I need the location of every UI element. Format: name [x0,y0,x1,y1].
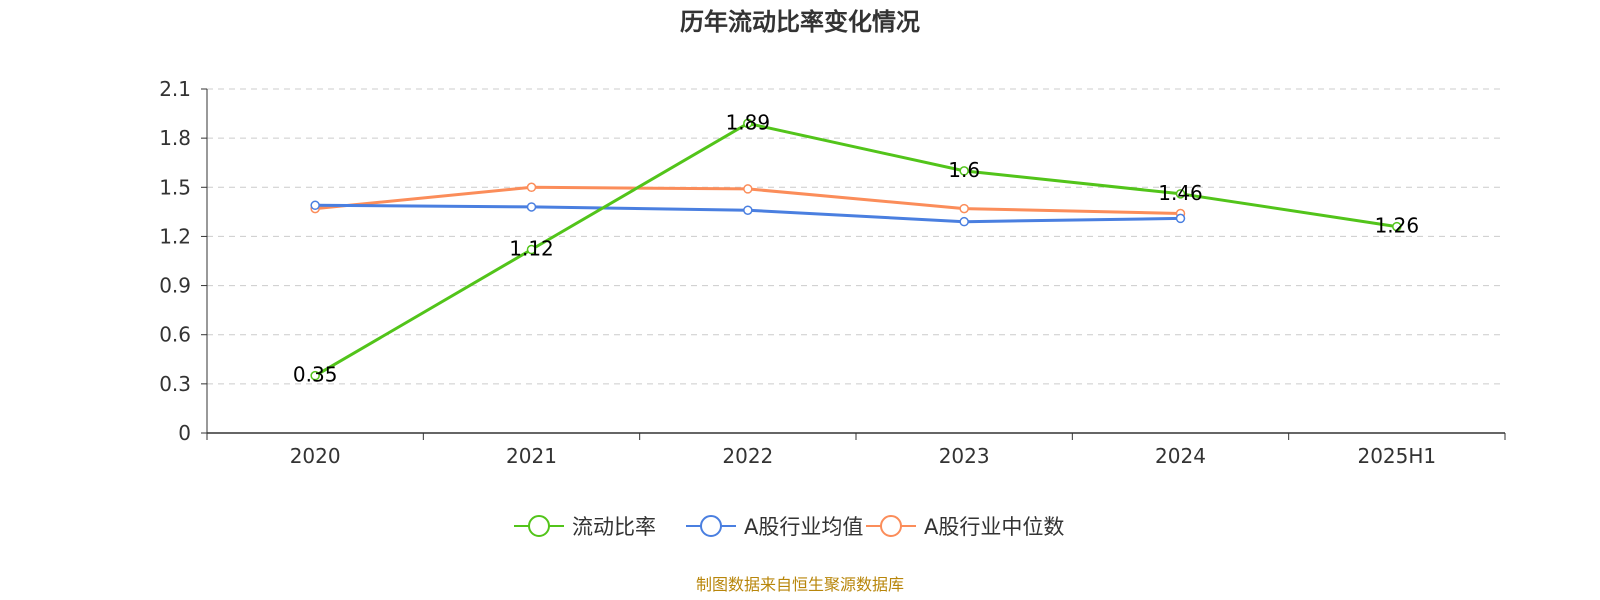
legend-label: 流动比率 [572,515,656,539]
grid-layer [207,88,1505,385]
x-tick-label: 2022 [722,444,773,468]
x-tick-label: 2021 [506,444,557,468]
data-point-series-1[interactable] [310,200,320,211]
legend-item-1[interactable]: A股行业均值 [686,515,863,539]
legend-item-0[interactable]: 流动比率 [514,515,656,539]
legend-item-2[interactable]: A股行业中位数 [866,515,1064,539]
data-point-series-1[interactable] [743,205,753,215]
data-label: 1.12 [509,237,554,261]
y-tick-label: 0.6 [159,323,191,347]
chart-title: 历年流动比率变化情况 [680,8,920,36]
data-point-series-0[interactable] [1175,189,1186,199]
y-tick-label: 0 [178,421,191,445]
legend-label: A股行业中位数 [924,515,1064,539]
legend-label: A股行业均值 [744,515,863,539]
data-point-series-0[interactable] [310,370,320,381]
data-label: 1.26 [1375,214,1420,238]
x-tick-label: 2020 [290,444,341,468]
data-label: 1.46 [1158,181,1203,205]
data-point-series-0[interactable] [743,118,753,129]
data-point-series-0[interactable] [526,244,537,255]
data-point-series-2[interactable] [743,184,753,194]
legend-marker-icon [528,515,550,537]
legend[interactable]: 流动比率 A股行业均值 A股行业中位数 [514,515,1064,539]
y-tick-label: 1.5 [159,175,191,199]
data-point-series-1[interactable] [959,216,969,227]
y-tick-label: 0.3 [159,372,191,396]
y-tick-label: 1.8 [159,126,191,150]
data-point-series-1[interactable] [526,202,537,212]
legend-marker-icon [700,515,722,537]
data-point-series-0[interactable] [1392,221,1402,232]
data-point-series-2[interactable] [526,182,537,193]
axis-layer: 0 0.3 0.6 0.9 1.2 1.5 1.8 2.1 2020 2021 2022 2023 20… [159,77,1506,468]
y-tick-label: 1.2 [159,224,191,248]
data-point-series-0[interactable] [959,166,969,176]
y-tick-label: 2.1 [159,77,191,101]
series-line-0 [313,121,1399,378]
x-tick-label: 2024 [1155,444,1206,468]
data-label: 1.6 [948,158,980,182]
x-tick-label: 2023 [939,444,990,468]
series-layer [310,118,1402,381]
data-point-series-2[interactable] [959,203,969,214]
y-tick-label: 0.9 [159,274,191,298]
data-label: 0.35 [293,363,338,387]
legend-marker-icon [880,515,902,537]
data-point-series-1[interactable] [1175,213,1186,224]
data-label: 1.89 [726,110,771,134]
source-note: 制图数据来自恒生聚源数据库 [696,575,904,594]
x-tick-label: 2025H1 [1357,444,1436,468]
data-label-layer: 0.35 1.12 1.89 1.6 1.46 1.26 [293,110,1419,386]
